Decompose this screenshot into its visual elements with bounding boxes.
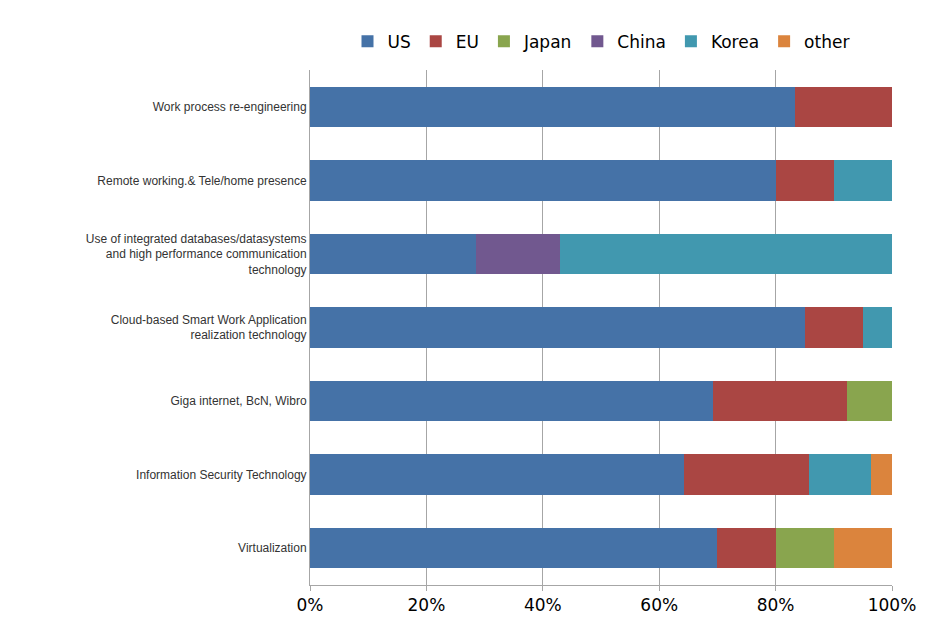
svg-text:40%: 40% <box>524 595 562 615</box>
svg-text:60%: 60% <box>640 595 678 615</box>
svg-text:20%: 20% <box>408 595 446 615</box>
svg-text:Japan: Japan <box>523 32 571 52</box>
svg-text:US: US <box>388 32 411 52</box>
svg-text:0%: 0% <box>297 595 324 615</box>
svg-text:other: other <box>804 32 849 52</box>
svg-text:Cloud-based Smart Work Applica: Cloud-based Smart Work Applicationrealiz… <box>111 313 307 343</box>
svg-text:80%: 80% <box>757 595 795 615</box>
svg-text:Remote working.& Tele/home pre: Remote working.& Tele/home presence <box>97 174 307 188</box>
svg-text:Use of integrated databases/da: Use of integrated databases/datasystemsa… <box>86 232 307 277</box>
svg-text:100%: 100% <box>868 595 917 615</box>
svg-text:Giga internet, BcN, Wibro: Giga internet, BcN, Wibro <box>171 394 307 408</box>
svg-text:Virtualization: Virtualization <box>238 541 306 555</box>
svg-text:China: China <box>617 32 666 52</box>
svg-text:Information Security Technolog: Information Security Technology <box>136 468 307 482</box>
svg-text:Korea: Korea <box>711 32 759 52</box>
svg-text:Work process re-engineering: Work process re-engineering <box>153 100 307 114</box>
svg-text:EU: EU <box>456 32 479 52</box>
